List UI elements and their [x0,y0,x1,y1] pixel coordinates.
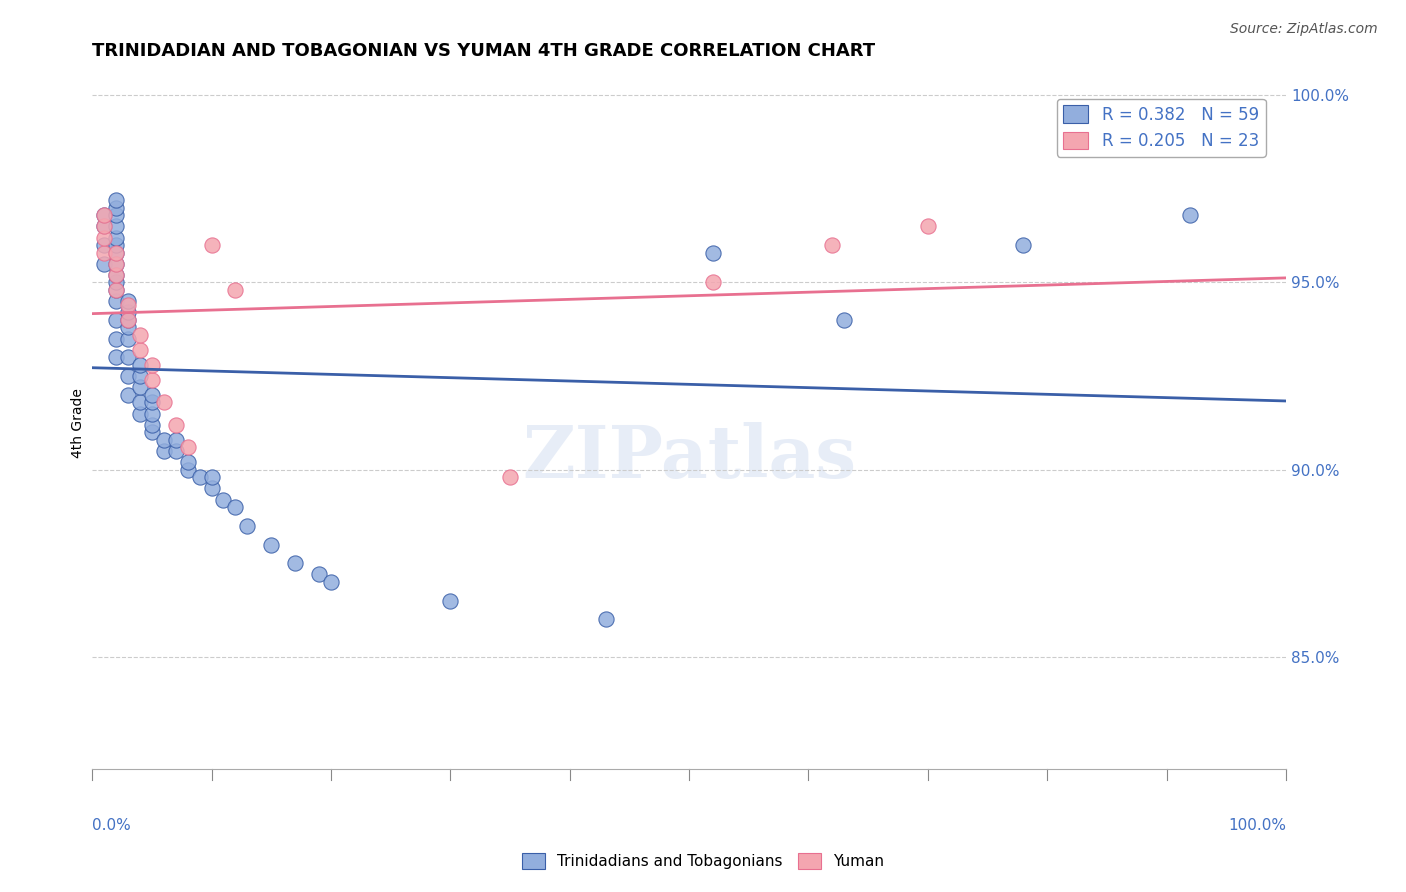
Point [105,283,128,297]
Point [93,208,115,222]
Point [93,219,115,234]
Point [117,313,139,327]
Point [141,417,163,432]
Point [165,444,187,458]
Point [117,320,139,334]
Point [117,388,139,402]
Point [319,574,342,589]
Point [153,444,176,458]
Point [224,283,246,297]
Point [129,343,152,357]
Point [165,433,187,447]
Text: 100.0%: 100.0% [1227,818,1286,833]
Point [105,230,128,244]
Point [117,332,139,346]
Point [117,313,139,327]
Point [105,351,128,365]
Point [117,298,139,312]
Point [129,395,152,409]
Point [93,238,115,252]
Point [105,294,128,309]
Text: Source: ZipAtlas.com: Source: ZipAtlas.com [1230,22,1378,37]
Point [141,407,163,421]
Point [702,245,724,260]
Point [176,440,198,454]
Point [117,294,139,309]
Point [105,245,128,260]
Point [105,193,128,207]
Point [117,351,139,365]
Text: 0.0%: 0.0% [93,818,131,833]
Point [917,219,939,234]
Point [105,268,128,282]
Point [93,230,115,244]
Point [105,219,128,234]
Point [188,470,211,484]
Point [105,201,128,215]
Point [499,470,522,484]
Point [821,238,844,252]
Point [832,313,855,327]
Point [93,219,115,234]
Point [93,208,115,222]
Point [129,358,152,372]
Point [165,417,187,432]
Point [260,537,283,551]
Point [176,463,198,477]
Legend: Trinidadians and Tobagonians, Yuman: Trinidadians and Tobagonians, Yuman [516,847,890,875]
Text: TRINIDADIAN AND TOBAGONIAN VS YUMAN 4TH GRADE CORRELATION CHART: TRINIDADIAN AND TOBAGONIAN VS YUMAN 4TH … [93,42,876,60]
Text: ZIPatlas: ZIPatlas [522,422,856,493]
Point [93,257,115,271]
Point [141,425,163,440]
Point [117,305,139,319]
Point [702,276,724,290]
Point [129,327,152,342]
Point [105,276,128,290]
Point [1180,208,1202,222]
Point [93,245,115,260]
Point [141,373,163,387]
Point [105,257,128,271]
Legend: R = 0.382   N = 59, R = 0.205   N = 23: R = 0.382 N = 59, R = 0.205 N = 23 [1057,99,1265,157]
Point [176,455,198,469]
Point [200,238,222,252]
Point [105,313,128,327]
Point [117,369,139,384]
Point [1012,238,1035,252]
Point [439,593,461,607]
Point [153,433,176,447]
Point [105,268,128,282]
Point [224,500,246,514]
Point [141,388,163,402]
Point [308,567,330,582]
Point [595,612,617,626]
Point [105,238,128,252]
Point [129,369,152,384]
Point [141,395,163,409]
Point [129,380,152,394]
Point [200,482,222,496]
Point [236,518,259,533]
Point [129,407,152,421]
Point [105,283,128,297]
Point [153,395,176,409]
Point [200,470,222,484]
Point [105,245,128,260]
Point [141,358,163,372]
Point [284,556,307,570]
Y-axis label: 4th Grade: 4th Grade [72,388,86,458]
Point [212,492,235,507]
Point [105,208,128,222]
Point [105,332,128,346]
Point [105,257,128,271]
